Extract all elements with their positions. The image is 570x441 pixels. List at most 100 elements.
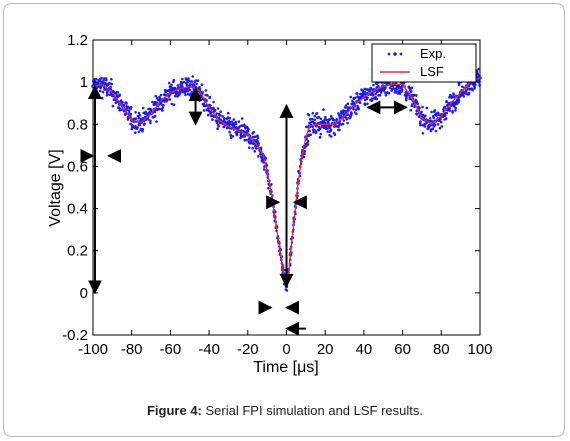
exp-point [387, 91, 391, 95]
exp-point [362, 93, 365, 96]
exp-point [251, 146, 254, 150]
x-tick-label: -60 [160, 341, 182, 358]
exp-point [229, 136, 233, 139]
exp-point [467, 91, 471, 95]
exp-point [476, 72, 480, 75]
exp-point [181, 77, 184, 81]
exp-point [208, 96, 211, 100]
exp-point [358, 101, 362, 104]
x-tick-label: 60 [394, 341, 411, 358]
exp-point [318, 135, 322, 139]
exp-point [370, 97, 374, 100]
exp-point [356, 92, 359, 95]
exp-point [454, 100, 457, 104]
exp-point [346, 102, 350, 105]
exp-point [415, 99, 418, 103]
exp-point [473, 85, 476, 89]
exp-point [178, 93, 181, 96]
exp-point [419, 123, 422, 127]
exp-point [151, 100, 154, 104]
y-tick-label: 1 [80, 74, 88, 91]
exp-point [184, 93, 187, 97]
exp-point [313, 128, 316, 132]
exp-point [134, 131, 137, 134]
exp-point [377, 85, 380, 88]
exp-point [178, 89, 182, 93]
exp-point [101, 90, 105, 94]
exp-point [253, 150, 256, 153]
exp-point [210, 114, 214, 117]
x-axis-label: Time [μs] [253, 359, 319, 376]
exp-point [329, 114, 333, 118]
exp-point [206, 113, 210, 117]
exp-point [313, 114, 317, 118]
exp-point [337, 112, 340, 115]
exp-point [211, 118, 214, 121]
exp-point [240, 117, 244, 120]
exp-point [448, 109, 452, 112]
exp-point [215, 112, 218, 115]
exp-point [222, 125, 226, 129]
exp-point [421, 132, 425, 135]
exp-point [306, 143, 310, 146]
exp-point [116, 91, 120, 94]
y-tick-label: 0.2 [67, 243, 88, 260]
exp-point [252, 130, 256, 134]
exp-point [245, 138, 248, 142]
exp-point [443, 114, 447, 117]
exp-point [108, 81, 111, 85]
exp-point [206, 94, 209, 97]
exp-point [247, 127, 250, 131]
exp-point [434, 129, 438, 133]
exp-point [436, 123, 440, 126]
exp-point [303, 150, 307, 153]
exp-point [327, 121, 330, 125]
y-tick-label: 0.8 [67, 116, 88, 133]
exp-point [176, 95, 179, 98]
exp-point [314, 130, 318, 133]
exp-point [344, 109, 347, 113]
exp-point [410, 86, 414, 90]
exp-point [204, 89, 208, 92]
exp-point [319, 117, 323, 120]
exp-point [346, 106, 350, 109]
exp-point [172, 103, 176, 106]
exp-point [369, 87, 373, 90]
exp-point [212, 106, 215, 110]
exp-point [329, 135, 333, 138]
exp-point [109, 85, 112, 89]
exp-point [439, 120, 443, 124]
exp-point [219, 110, 222, 113]
exp-point [194, 79, 198, 82]
exp-point [182, 80, 186, 84]
exp-point [308, 121, 311, 125]
exp-point [100, 76, 103, 80]
exp-point [118, 103, 121, 106]
exp-point [445, 100, 448, 104]
exp-point [216, 127, 219, 130]
y-axis-label: Voltage [V] [47, 149, 64, 226]
exp-point [328, 126, 332, 129]
exp-point [231, 135, 235, 138]
exp-point [141, 127, 145, 131]
exp-point [154, 94, 157, 98]
exp-point [174, 94, 177, 98]
exp-point [457, 99, 461, 102]
exp-point [317, 115, 321, 119]
exp-point [285, 289, 289, 292]
exp-point [172, 78, 176, 82]
exp-point [176, 84, 180, 87]
exp-point [435, 113, 438, 117]
exp-point [209, 104, 212, 107]
exp-point [110, 78, 113, 81]
exp-point [302, 155, 306, 159]
exp-point [202, 109, 206, 112]
exp-point [440, 125, 444, 128]
exp-point [370, 99, 374, 103]
exp-point [442, 108, 445, 111]
exp-point [141, 106, 145, 110]
exp-point [344, 104, 348, 107]
exp-point [368, 89, 371, 92]
exp-point [326, 127, 329, 130]
exp-point [432, 116, 436, 120]
